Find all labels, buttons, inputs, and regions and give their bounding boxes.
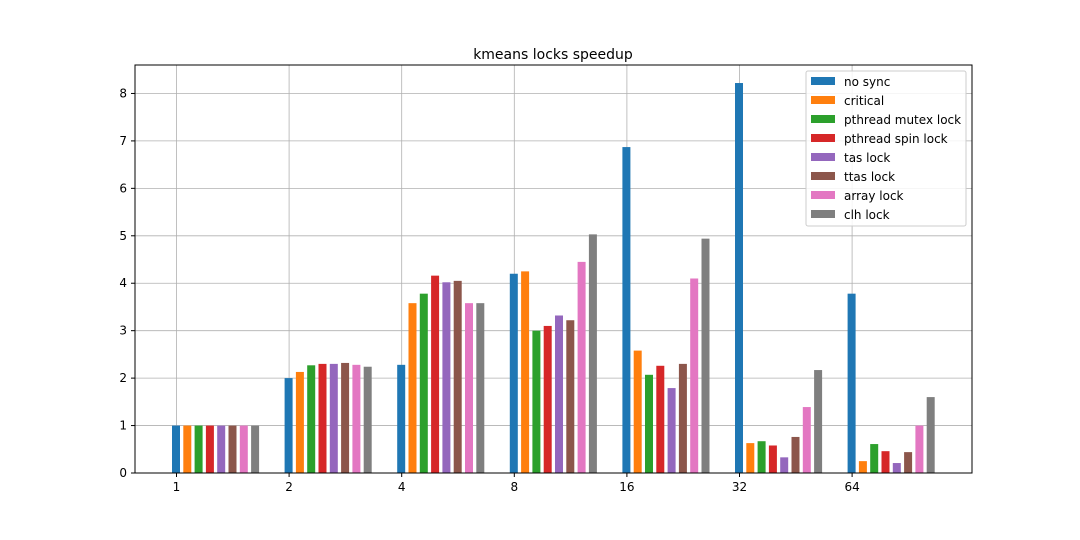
x-tick-label: 2 (285, 480, 293, 494)
bar-ttas-lock-8 (566, 320, 575, 473)
bar-array-lock-8 (577, 261, 586, 473)
bar-array-lock-4 (465, 303, 473, 473)
bar-clh-lock-8 (588, 234, 597, 473)
x-tick-label: 1 (173, 480, 181, 494)
legend-swatch (811, 77, 835, 85)
bar-ttas-lock-16 (678, 363, 687, 473)
y-axis: 0 1 2 3 4 5 6 7 8 (119, 86, 135, 480)
bar-clh-lock-4 (476, 303, 485, 473)
bar-array-lock-2 (352, 364, 361, 473)
legend-label: ttas lock (844, 170, 895, 184)
y-tick-label: 4 (119, 276, 127, 290)
bar-critical-4 (408, 303, 417, 473)
bar-no-sync-16 (622, 147, 631, 474)
legend-label: critical (844, 94, 884, 108)
bar-pthread-spin-lock-64 (881, 451, 890, 473)
bar-pthread-mutex-lock-8 (532, 330, 541, 473)
legend-label: clh lock (844, 208, 890, 222)
x-tick-label: 64 (844, 480, 859, 494)
legend-label: tas lock (844, 151, 890, 165)
bar-critical-8 (521, 271, 530, 473)
bar-array-lock-32 (802, 407, 811, 473)
bar-pthread-spin-lock-1 (205, 425, 214, 473)
bar-clh-lock-1 (251, 425, 260, 473)
bar-pthread-spin-lock-4 (431, 275, 440, 473)
bar-ttas-lock-32 (791, 436, 800, 473)
legend-box (805, 70, 967, 227)
plot-frame (134, 64, 973, 474)
bar-array-lock-1 (239, 425, 248, 473)
x-tick-label: 8 (510, 480, 518, 494)
bar-no-sync-64 (847, 293, 856, 473)
bar-no-sync-4 (397, 364, 406, 473)
bar-ttas-lock-4 (453, 280, 462, 473)
bar-tas-lock-16 (667, 388, 676, 473)
bar-tas-lock-32 (780, 457, 789, 473)
bar-pthread-spin-lock-2 (318, 363, 327, 473)
bar-tas-lock-1 (217, 425, 226, 473)
bar-no-sync-1 (172, 425, 180, 473)
bar-no-sync-2 (284, 378, 293, 473)
legend: no sync critical pthread mutex lock pthread… (805, 70, 967, 227)
legend-swatch (811, 172, 835, 180)
bar-ttas-lock-64 (904, 452, 913, 473)
bar-clh-lock-16 (701, 238, 710, 473)
bar-critical-16 (633, 350, 642, 473)
bar-pthread-mutex-lock-2 (307, 365, 316, 473)
y-tick-label: 1 (119, 419, 127, 433)
bar-clh-lock-64 (926, 397, 935, 473)
legend-label: no sync (844, 75, 890, 89)
y-tick-label: 7 (119, 134, 127, 148)
bar-clh-lock-2 (363, 366, 372, 473)
y-tick-label: 8 (119, 86, 127, 100)
bar-tas-lock-8 (555, 315, 563, 473)
bar-tas-lock-4 (442, 282, 451, 473)
bar-ttas-lock-2 (341, 362, 350, 473)
bar-pthread-mutex-lock-64 (870, 444, 879, 473)
bar-pthread-mutex-lock-32 (757, 441, 766, 473)
y-tick-label: 3 (119, 324, 127, 338)
legend-swatch (811, 134, 835, 142)
bar-clh-lock-32 (814, 370, 823, 473)
legend-label: pthread spin lock (844, 132, 948, 146)
legend-swatch (811, 115, 835, 123)
bar-pthread-spin-lock-32 (768, 445, 777, 473)
legend-swatch (811, 210, 835, 218)
y-tick-label: 6 (119, 181, 127, 195)
x-tick-label: 32 (732, 480, 747, 494)
bar-pthread-spin-lock-16 (656, 365, 665, 473)
legend-label: array lock (844, 189, 904, 203)
bars (172, 83, 935, 474)
bar-ttas-lock-1 (228, 425, 237, 473)
bar-no-sync-32 (735, 83, 743, 474)
bar-pthread-mutex-lock-1 (194, 425, 203, 473)
bar-no-sync-8 (509, 273, 518, 473)
y-tick-label: 5 (119, 229, 127, 243)
legend-swatch (811, 191, 835, 199)
bar-critical-64 (858, 461, 867, 473)
bar-pthread-spin-lock-8 (543, 325, 552, 473)
x-tick-label: 16 (619, 480, 634, 494)
legend-swatch (811, 96, 835, 104)
bar-critical-2 (295, 371, 304, 473)
bar-critical-1 (183, 425, 192, 473)
bar-critical-32 (746, 443, 755, 473)
bar-array-lock-64 (915, 425, 924, 473)
legend-label: pthread mutex lock (844, 113, 961, 127)
x-axis: 1 2 4 8 16 32 64 (173, 473, 860, 494)
chart-title: kmeans locks speedup (473, 47, 633, 63)
bar-tas-lock-64 (892, 463, 901, 473)
y-tick-label: 2 (119, 371, 127, 385)
bar-tas-lock-2 (329, 363, 338, 473)
y-tick-label: 0 (119, 466, 127, 480)
legend-swatch (811, 153, 835, 161)
bar-pthread-mutex-lock-4 (419, 293, 428, 473)
bar-array-lock-16 (690, 278, 699, 473)
bar-pthread-mutex-lock-16 (645, 374, 653, 473)
x-tick-label: 4 (398, 480, 406, 494)
